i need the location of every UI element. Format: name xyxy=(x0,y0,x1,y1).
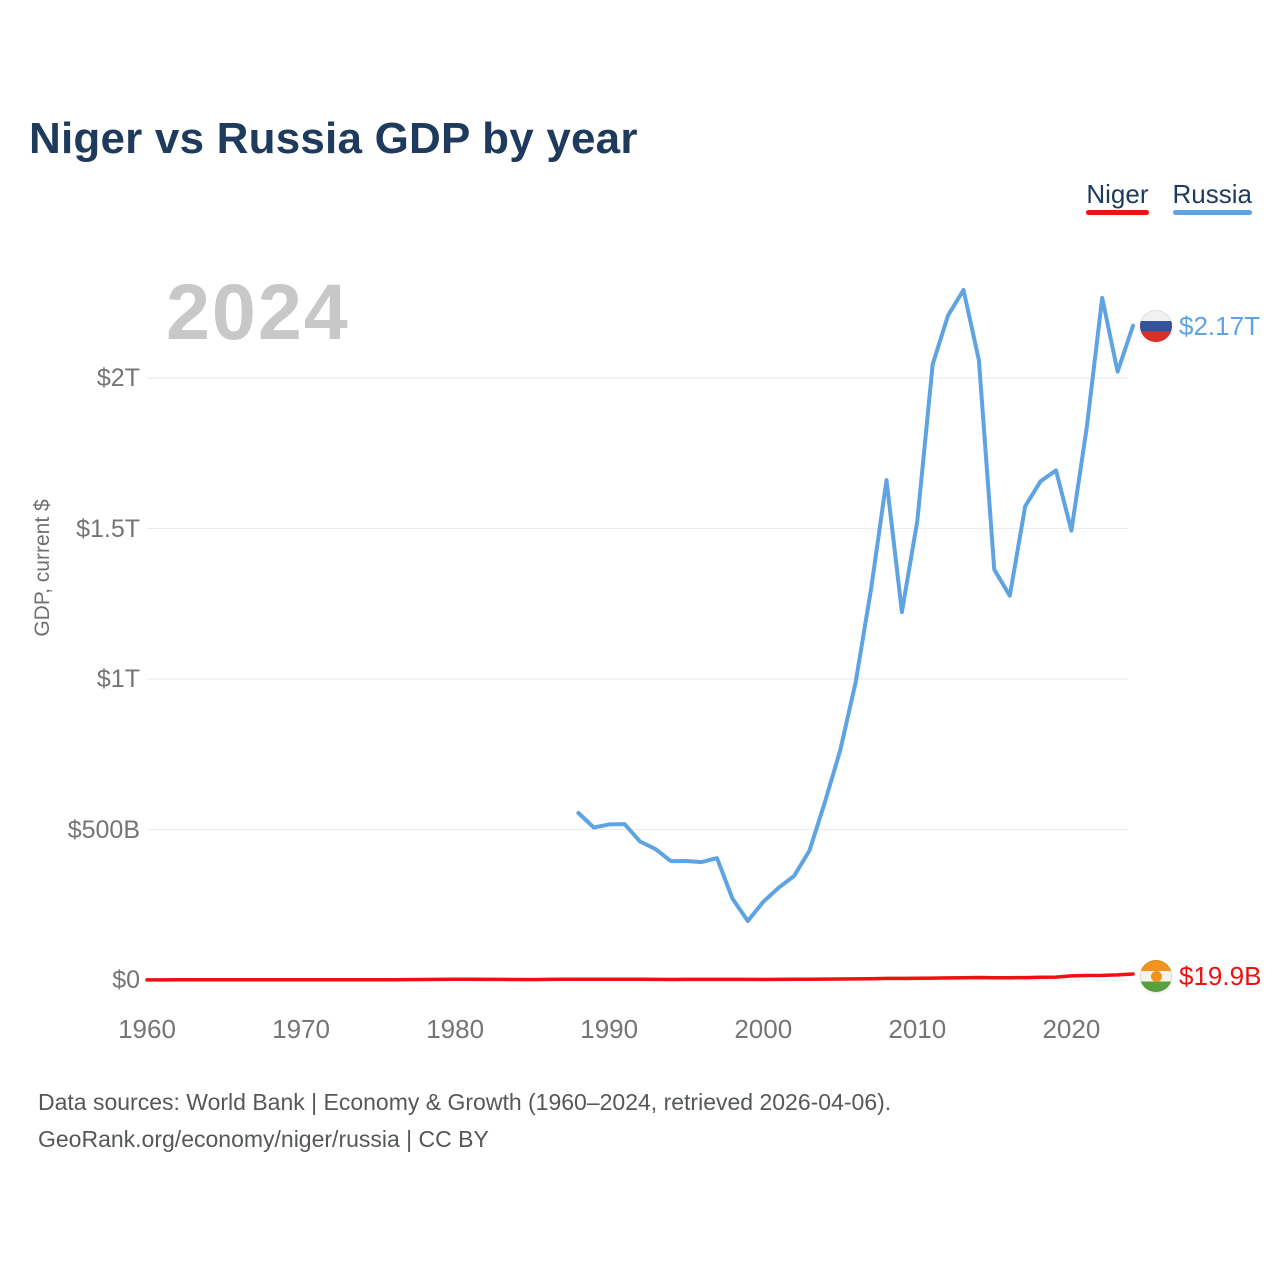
x-tick-label: 2000 xyxy=(734,1014,793,1044)
russia-legend-underline xyxy=(1172,210,1252,215)
y-tick-label: $500B xyxy=(67,815,140,844)
y-tick-label: $1.5T xyxy=(76,514,140,543)
niger-value-label: $19.9B xyxy=(1179,961,1262,991)
y-tick-label: $0 xyxy=(112,966,140,994)
niger-line xyxy=(145,972,1135,982)
x-tick-label: 2020 xyxy=(1042,1014,1101,1044)
niger-flag-icon xyxy=(1140,960,1172,992)
russia-flag-icon xyxy=(1140,309,1172,342)
russia-line xyxy=(576,288,1135,923)
x-tick-label: 1980 xyxy=(426,1014,485,1044)
x-tick-label: 2010 xyxy=(888,1014,947,1044)
page-title: Niger vs Russia GDP by year xyxy=(29,114,638,163)
y-tick-label: $2T xyxy=(96,364,140,392)
footer-line-2: GeoRank.org/economy/niger/russia | CC BY xyxy=(38,1126,489,1152)
year-watermark: 2024 xyxy=(166,267,350,356)
source-footer: Data sources: World Bank | Economy & Gro… xyxy=(38,1084,891,1158)
footer-line-1: Data sources: World Bank | Economy & Gro… xyxy=(38,1089,892,1115)
legend-item-russia[interactable]: Russia xyxy=(1172,179,1252,215)
russia-value-label: $2.17T xyxy=(1179,310,1260,341)
niger-flag-dot xyxy=(1150,970,1162,982)
y-tick-label: $1T xyxy=(96,665,140,693)
legend-item-niger[interactable]: Niger xyxy=(1086,179,1149,215)
niger-legend-underline xyxy=(1086,210,1149,215)
x-tick-label: 1990 xyxy=(580,1014,639,1044)
x-tick-label: 1970 xyxy=(272,1014,330,1044)
legend-label-russia: Russia xyxy=(1172,179,1252,209)
x-tick-label: 1960 xyxy=(118,1014,176,1044)
legend: Niger Russia xyxy=(1086,181,1252,215)
legend-label-niger: Niger xyxy=(1086,179,1149,209)
